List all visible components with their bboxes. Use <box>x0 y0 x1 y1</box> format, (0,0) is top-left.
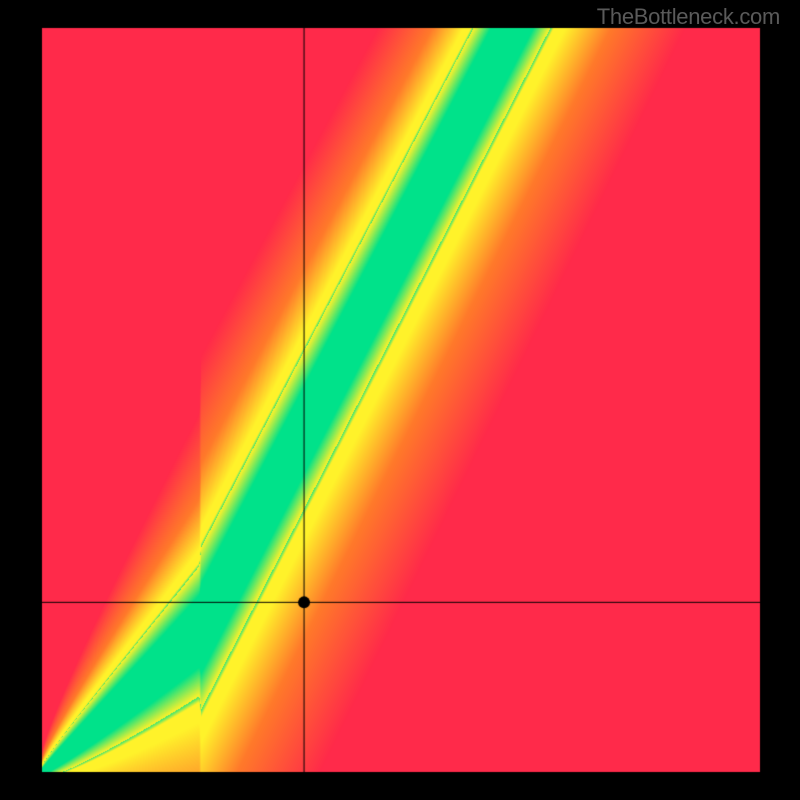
watermark-text: TheBottleneck.com <box>597 4 780 30</box>
chart-container: TheBottleneck.com <box>0 0 800 800</box>
heatmap-canvas <box>0 0 800 800</box>
